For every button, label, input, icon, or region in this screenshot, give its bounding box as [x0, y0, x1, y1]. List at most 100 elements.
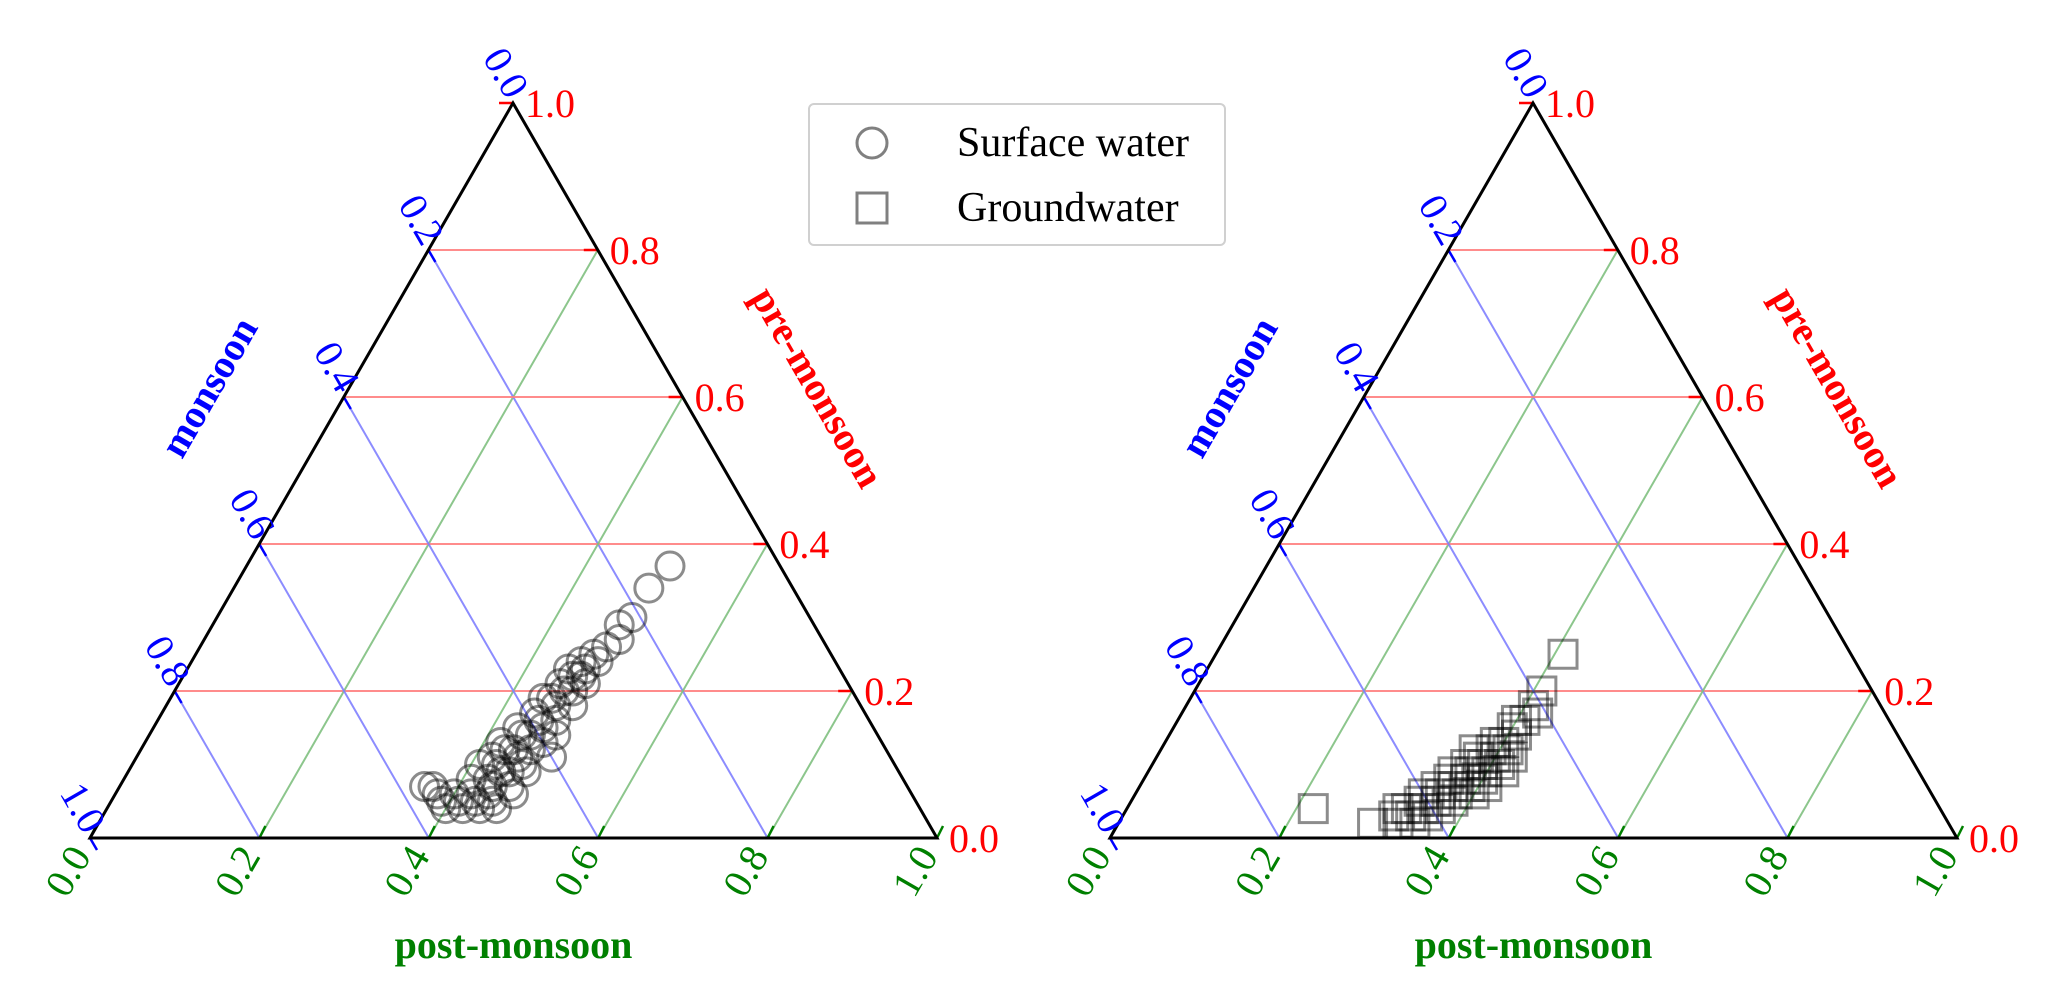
legend-item-surface-water: Surface water — [810, 113, 1224, 173]
data-point-square — [1467, 763, 1499, 795]
legend-square-marker — [855, 191, 889, 225]
data-point-square — [1517, 690, 1549, 722]
tick-label-pre-monsoon: 0.6 — [695, 375, 745, 420]
data-point-square — [1424, 778, 1456, 810]
data-point-square — [1420, 771, 1452, 803]
grid-line-post-monsoon — [1786, 690, 1874, 839]
data-point-square — [1399, 807, 1431, 839]
data-point-square — [1479, 741, 1511, 773]
data-point-square — [1500, 704, 1532, 736]
grid-line-post-monsoon — [1617, 543, 1789, 839]
axis-label-post-monsoon: post-monsoon — [395, 922, 633, 967]
data-point-circle — [447, 793, 479, 825]
data-point-square — [1433, 763, 1465, 795]
tick-label-monsoon: 0.4 — [305, 334, 369, 400]
tick-marks — [1108, 101, 1965, 851]
triangle-border — [1107, 99, 1960, 840]
data-point-square — [1488, 726, 1520, 758]
tick-label-monsoon: 0.2 — [390, 187, 454, 253]
data-point-square — [1462, 741, 1494, 773]
data-point-circle — [540, 690, 572, 722]
data-point-circle — [540, 719, 572, 751]
data-point-circle — [603, 624, 635, 656]
data-point-square — [1475, 734, 1507, 766]
data-point-circle — [489, 734, 521, 766]
data-point-square — [1479, 726, 1511, 758]
axis-label-pre-monsoon: pre-monsoon — [742, 279, 893, 495]
legend-item-groundwater: Groundwater — [810, 178, 1224, 238]
grid-line-monsoon — [173, 690, 261, 839]
tick-label-post-monsoon: 0.0 — [36, 838, 100, 904]
data-point-square — [1382, 793, 1414, 825]
tick-label-monsoon: 0.4 — [1325, 334, 1389, 400]
data-point-square — [1547, 638, 1579, 670]
tick-label-post-monsoon: 0.4 — [1395, 838, 1459, 904]
tick-post-monsoon — [1955, 825, 1965, 839]
tick-label-pre-monsoon: 0.4 — [779, 522, 829, 567]
data-point-circle — [476, 741, 508, 773]
data-point-circle — [569, 653, 601, 685]
data-point-circle — [455, 763, 487, 795]
tick-label-monsoon: 1.0 — [51, 775, 115, 841]
data-point-circle — [536, 741, 568, 773]
data-point-square — [1412, 800, 1444, 832]
data-point-square — [1471, 771, 1503, 803]
tick-label-post-monsoon: 0.8 — [1733, 838, 1797, 904]
data-point-circle — [481, 749, 513, 780]
data-point-circle — [616, 602, 648, 633]
data-point-square — [1488, 756, 1520, 788]
data-point-circle — [603, 609, 635, 641]
data-point-square — [1522, 697, 1554, 729]
data-point-circle — [514, 719, 546, 751]
data-point-circle — [633, 572, 665, 604]
data-point-circle — [578, 638, 610, 670]
tick-label-post-monsoon: 0.8 — [713, 838, 777, 904]
axis-label-monsoon: monsoon — [151, 309, 267, 464]
data-point-circle — [557, 660, 589, 692]
tick-label-pre-monsoon: 1.0 — [1545, 81, 1595, 126]
data-point-circle — [544, 668, 576, 700]
data-point-square — [1509, 704, 1541, 736]
tick-post-monsoon — [766, 825, 775, 839]
data-point-circle — [417, 771, 449, 803]
tick-label-pre-monsoon: 0.6 — [1715, 375, 1765, 420]
grid-lines — [1193, 249, 1874, 839]
tick-label-pre-monsoon: 0.0 — [949, 816, 999, 861]
data-point-circle — [582, 646, 614, 678]
tick-label-post-monsoon: 0.2 — [1225, 838, 1289, 904]
tick-label-post-monsoon: 0.2 — [205, 838, 269, 904]
data-point-square — [1471, 756, 1503, 788]
data-point-square — [1424, 793, 1456, 825]
data-point-circle — [557, 675, 589, 707]
axis-label-monsoon: monsoon — [1171, 309, 1287, 464]
tick-monsoon — [1447, 249, 1457, 263]
grid-line-post-monsoon — [427, 396, 684, 839]
data-point-circle — [472, 763, 504, 795]
tick-post-monsoon — [1447, 825, 1456, 839]
tick-label-monsoon: 0.8 — [136, 628, 200, 694]
data-point-square — [1450, 763, 1482, 795]
data-point-square — [1454, 756, 1486, 788]
data-point-circle — [552, 653, 584, 685]
tick-label-post-monsoon: 0.6 — [1564, 838, 1628, 904]
data-point-circle — [464, 793, 496, 825]
data-point-circle — [442, 785, 474, 817]
data-point-circle — [565, 660, 597, 692]
grid-line-monsoon — [258, 543, 430, 839]
data-point-circle — [510, 756, 542, 788]
data-point-circle — [502, 712, 534, 744]
data-point-square — [1407, 778, 1439, 810]
tick-label-monsoon: 0.6 — [1240, 481, 1304, 547]
data-point-square — [1454, 771, 1486, 803]
triangle-border — [87, 99, 940, 840]
data-point-circle — [654, 550, 686, 582]
grid-line-post-monsoon — [766, 690, 854, 839]
data-point-square — [1378, 800, 1410, 832]
data-point-square — [1450, 749, 1482, 780]
data-point-circle — [497, 734, 529, 766]
data-point-square — [1437, 771, 1469, 803]
grid-line-post-monsoon — [597, 543, 769, 839]
data-point-circle — [430, 793, 462, 825]
data-point-circle — [476, 785, 508, 817]
